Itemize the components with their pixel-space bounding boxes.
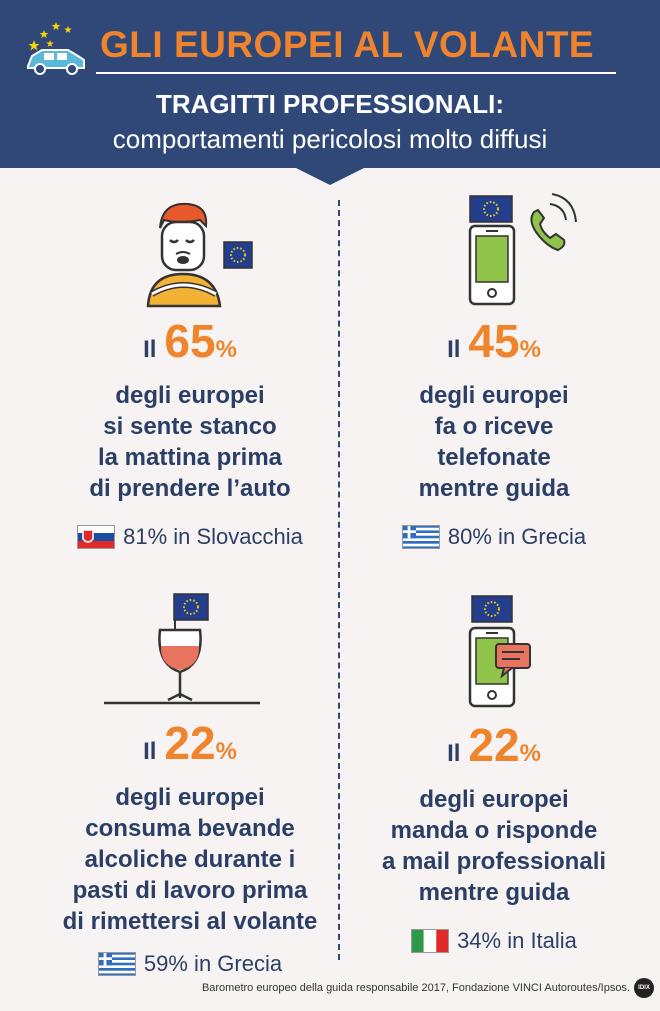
stat-line: Il 65 % xyxy=(40,318,340,374)
source-footnote: Barometro europeo della guida responsabi… xyxy=(201,982,630,994)
country-stat-text: 34% in Italia xyxy=(457,928,577,953)
stat-prefix: Il xyxy=(143,336,157,363)
stat-line: Il 22 % xyxy=(344,722,644,778)
stat-value: 65 xyxy=(164,315,216,367)
country-stat: 59% in Grecia xyxy=(40,951,340,977)
wine-glass-icon xyxy=(104,593,260,705)
stat-unit: % xyxy=(215,738,237,765)
stat-unit: % xyxy=(519,740,541,767)
description-line: di rimettersi al volante xyxy=(62,908,318,935)
description-line: pasti di lavoro prima xyxy=(72,877,308,904)
stat-prefix: Il xyxy=(447,740,461,767)
greece-flag-icon xyxy=(401,525,440,549)
stat-line: Il 45 % xyxy=(344,318,644,374)
center-divider xyxy=(338,200,340,960)
country-stat: 80% in Grecia xyxy=(344,524,644,550)
stat-description: degli europei si sente stanco la mattina… xyxy=(40,380,340,504)
stat-panel-fatigue: Il 65 % degli europei si sente stanco la… xyxy=(40,318,340,550)
stat-unit: % xyxy=(519,336,541,363)
description-line: a mail professionali xyxy=(381,848,607,875)
description-line: alcoliche durante i xyxy=(84,846,296,873)
stat-prefix: Il xyxy=(143,738,157,765)
country-stat-text: 59% in Grecia xyxy=(143,951,283,976)
stat-value: 45 xyxy=(468,315,520,367)
stat-panel-phone-calls: Il 45 % degli europei fa o riceve telefo… xyxy=(344,318,644,550)
italy-flag-icon xyxy=(411,929,450,953)
publisher-logo: IDIX xyxy=(634,978,654,998)
stat-panel-emails: Il 22 % degli europei manda o risponde a… xyxy=(344,722,644,954)
stat-prefix: Il xyxy=(447,336,461,363)
title-rule xyxy=(96,72,616,74)
stat-value: 22 xyxy=(164,717,216,769)
phone-call-icon xyxy=(468,193,577,306)
header-banner: GLI EUROPEI AL VOLANTE TRAGITTI PROFESSI… xyxy=(0,0,660,168)
stat-unit: % xyxy=(215,336,237,363)
description-line: degli europei xyxy=(419,786,569,813)
description-line: mentre guida xyxy=(418,879,570,906)
description-line: di prendere l’auto xyxy=(89,475,291,502)
stat-panel-alcohol: Il 22 % degli europei consuma bevande al… xyxy=(40,720,340,977)
stat-value: 22 xyxy=(468,719,520,771)
greece-flag-icon xyxy=(97,952,136,976)
description-line: mentre guida xyxy=(418,475,570,502)
description-line: manda o risponde xyxy=(390,817,598,844)
tired-driver-icon xyxy=(146,202,253,308)
country-stat-text: 80% in Grecia xyxy=(447,524,587,549)
subtitle-line-2: comportamenti pericolosi molto diffusi xyxy=(112,124,548,154)
stat-description: degli europei fa o riceve telefonate men… xyxy=(344,380,644,504)
description-line: si sente stanco xyxy=(103,413,277,440)
description-line: fa o riceve xyxy=(434,413,554,440)
description-line: degli europei xyxy=(115,382,265,409)
description-line: consuma bevande xyxy=(85,815,295,842)
slovakia-flag-icon xyxy=(77,525,116,549)
description-line: degli europei xyxy=(115,784,265,811)
description-line: telefonate xyxy=(437,444,551,471)
car-stars-icon xyxy=(27,22,85,75)
description-line: la mattina prima xyxy=(97,444,283,471)
header-notch xyxy=(294,167,366,185)
subtitle-line-1: TRAGITTI PROFESSIONALI: xyxy=(155,89,505,119)
stat-description: degli europei consuma bevande alcoliche … xyxy=(40,782,340,937)
country-stat: 34% in Italia xyxy=(344,928,644,954)
description-line: degli europei xyxy=(419,382,569,409)
country-stat: 81% in Slovacchia xyxy=(40,524,340,550)
stat-description: degli europei manda o risponde a mail pr… xyxy=(344,784,644,908)
page-title: GLI EUROPEI AL VOLANTE xyxy=(100,24,595,65)
stat-line: Il 22 % xyxy=(40,720,340,776)
country-stat-text: 81% in Slovacchia xyxy=(123,524,303,549)
phone-message-icon xyxy=(468,595,531,708)
